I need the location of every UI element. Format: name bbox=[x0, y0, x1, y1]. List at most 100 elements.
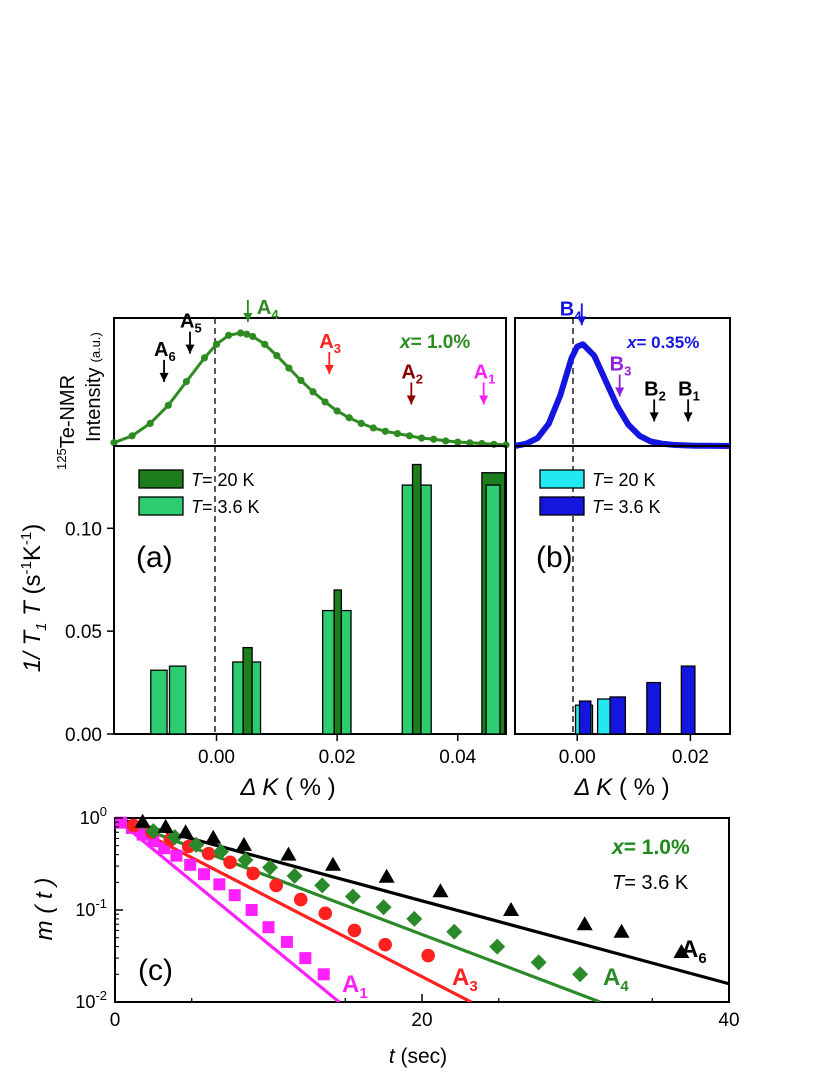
nmr-spectrum-point bbox=[164, 401, 172, 409]
x-tick-label: 0 bbox=[110, 1010, 121, 1031]
data-point-A4 bbox=[375, 899, 392, 916]
x-tick-label: 0.00 bbox=[198, 747, 235, 768]
nmr-spectrum-point bbox=[393, 429, 402, 438]
data-point-A4 bbox=[530, 954, 547, 971]
x-tick-label: 20 bbox=[411, 1010, 432, 1031]
bar-a-ylabel-t: T bbox=[19, 599, 46, 623]
bar-T36K-8 bbox=[485, 484, 501, 735]
data-point-A4 bbox=[314, 877, 331, 894]
nmr-spectrum-point bbox=[333, 407, 341, 415]
data-point-A6 bbox=[205, 829, 222, 844]
data-point-A6 bbox=[576, 916, 593, 931]
data-point-A4 bbox=[572, 966, 589, 983]
bar-a-ylabel-units: (s bbox=[19, 575, 46, 602]
data-point-A4 bbox=[212, 843, 229, 860]
peak-arrow-head-A2 bbox=[406, 395, 416, 405]
legend-label: T= 3.6 K bbox=[191, 497, 260, 517]
bar-T36K-2 bbox=[646, 681, 662, 735]
peak-label-B2: B2 bbox=[644, 378, 666, 403]
data-point-A6 bbox=[503, 902, 520, 916]
data-point-A3 bbox=[293, 892, 308, 907]
bar-a-frame bbox=[113, 445, 507, 735]
y-tick-label: 0.10 bbox=[65, 519, 102, 540]
fit-line-A6 bbox=[115, 818, 729, 986]
data-point-A3 bbox=[223, 855, 237, 870]
y-tick-label: 10-1 bbox=[75, 896, 107, 920]
fit-line-A3 bbox=[115, 818, 472, 1002]
nmr-b-peak-markers: B4 B3 B2 B1 bbox=[560, 298, 700, 422]
bar-a-xlabel: Δ K ( % ) bbox=[239, 774, 335, 801]
nmr-spectrum-point bbox=[442, 437, 450, 445]
bar-T36K-3 bbox=[251, 661, 262, 735]
data-point-A1 bbox=[317, 968, 330, 981]
data-point-A4 bbox=[237, 851, 254, 868]
bar-a-axes: 0.00 0.02 0.04 0.00 0.05 0.10 bbox=[65, 519, 477, 768]
bar-T20K-1 bbox=[333, 589, 343, 735]
nmr-spectrum-point bbox=[237, 329, 245, 337]
bar-a-series bbox=[150, 463, 506, 735]
peak-label-A2: A2 bbox=[401, 361, 423, 386]
data-point-A1 bbox=[213, 878, 226, 891]
x-tick-label: 0.02 bbox=[319, 747, 356, 768]
nmr-spectrum-point bbox=[243, 330, 251, 338]
series-label-A1: A1 bbox=[342, 971, 368, 1002]
peak-label-A4: A4 bbox=[257, 297, 279, 322]
nmr-ylabel-intensity: Intensity bbox=[83, 368, 105, 442]
nmr-a-doping-label: x= 1.0% bbox=[399, 332, 470, 353]
data-point-A4 bbox=[286, 867, 303, 884]
nmr-spectrum-point bbox=[212, 340, 221, 348]
nmr-spectrum-point bbox=[182, 378, 190, 386]
y-tick-label: 100 bbox=[80, 804, 107, 828]
data-point-A3 bbox=[126, 818, 141, 833]
nmr-spectrum-point bbox=[200, 354, 209, 362]
bar-T36K-6 bbox=[401, 484, 414, 735]
data-point-A3 bbox=[201, 846, 216, 861]
series-label-A6: A6 bbox=[681, 936, 707, 967]
bar-b-axes: 0.00 0.02 bbox=[559, 734, 709, 768]
data-point-A6 bbox=[177, 824, 194, 839]
nmr-a-doping-x: x bbox=[399, 332, 412, 353]
legend-label: T= 20 K bbox=[191, 470, 255, 490]
data-point-A4 bbox=[344, 888, 361, 905]
bar-a-legend: T= 20 K T= 3.6 K bbox=[138, 469, 260, 517]
bar-a-xlabel-delta: Δ K bbox=[239, 774, 279, 801]
nmr-a-doping-value: = 1.0% bbox=[411, 332, 471, 353]
peak-arrow-head-B3 bbox=[615, 387, 625, 397]
data-point-A3 bbox=[421, 948, 435, 963]
bar-a-ylabel-sub-1: 1 bbox=[33, 623, 50, 631]
peak-label-B4: B4 bbox=[560, 298, 582, 323]
recovery-info-doping: x= 1.0% bbox=[611, 836, 690, 859]
recovery-xlabel-t: t bbox=[389, 1045, 396, 1068]
x-tick-label: 0.04 bbox=[439, 747, 476, 768]
peak-label-B1: B1 bbox=[678, 378, 700, 403]
nmr-b-doping-value: = 0.35% bbox=[636, 333, 699, 352]
data-point-A3 bbox=[318, 906, 333, 921]
peak-arrow-head-B1 bbox=[683, 412, 693, 422]
bar-a-ylabel-close: ) bbox=[19, 524, 46, 532]
nmr-spectrum-point bbox=[297, 376, 305, 385]
data-point-A6 bbox=[157, 818, 174, 833]
data-point-A1 bbox=[170, 849, 183, 862]
recovery-data-points bbox=[115, 813, 690, 983]
series-label-A4: A4 bbox=[603, 964, 629, 995]
peak-arrow-head-B4 bbox=[577, 316, 587, 326]
nmr-a-spectrum-series bbox=[110, 329, 510, 449]
peak-arrow-head-A5 bbox=[185, 344, 195, 354]
nmr-ylabel-line2: Intensity (a.u.) bbox=[83, 332, 105, 442]
bar-a-ylabel-k: K bbox=[19, 545, 46, 561]
legend-swatch bbox=[138, 496, 184, 516]
data-point-A1 bbox=[198, 868, 211, 881]
legend-swatch bbox=[138, 469, 184, 489]
peak-label-A3: A3 bbox=[319, 331, 341, 356]
data-point-A1 bbox=[115, 816, 128, 829]
data-point-A1 bbox=[184, 858, 197, 871]
peak-label-A1: A1 bbox=[474, 361, 496, 386]
data-point-A1 bbox=[280, 935, 293, 948]
peak-label-A6: A6 bbox=[154, 339, 176, 364]
data-point-A4 bbox=[262, 859, 279, 876]
data-point-A4 bbox=[406, 910, 423, 927]
